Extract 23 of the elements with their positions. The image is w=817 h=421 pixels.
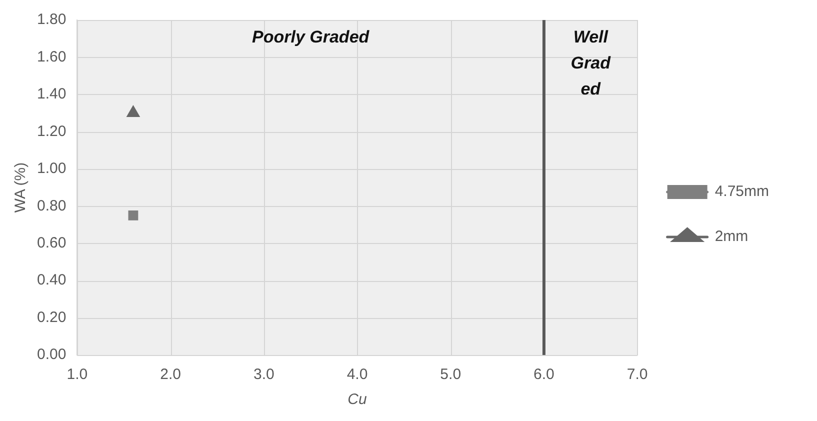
y-tick-label: 1.40 bbox=[36, 86, 66, 103]
y-axis-title: WA (%) bbox=[12, 162, 30, 213]
y-tick-label: 0.40 bbox=[36, 272, 66, 289]
x-tick-label: 1.0 bbox=[66, 366, 88, 384]
x-axis-title: Cu bbox=[348, 391, 368, 408]
y-tick-label: 1.80 bbox=[36, 11, 66, 28]
x-tick-label: 4.0 bbox=[346, 366, 368, 384]
x-tick-label: 5.0 bbox=[440, 366, 462, 384]
y-tick-label: 1.20 bbox=[36, 122, 66, 140]
x-tick-label: 7.0 bbox=[626, 366, 648, 384]
y-tick-label: 1.00 bbox=[36, 160, 66, 178]
y-tick-label: 1.60 bbox=[36, 48, 66, 66]
y-tick-label: 0.20 bbox=[36, 308, 66, 326]
x-tick-label: 3.0 bbox=[253, 366, 274, 384]
legend-label: 2mm bbox=[714, 228, 748, 246]
y-tick-label: 0.60 bbox=[36, 234, 66, 252]
annotation: Poorly Graded bbox=[252, 28, 370, 47]
legend-label: 4.75mm bbox=[714, 183, 770, 200]
x-tick-label: 2.0 bbox=[160, 366, 181, 384]
y-tick-label: 0.00 bbox=[36, 346, 66, 364]
y-tick-label: 0.80 bbox=[36, 197, 66, 214]
x-tick-label: 6.0 bbox=[534, 366, 554, 384]
annotation: Well Graded bbox=[570, 28, 612, 99]
